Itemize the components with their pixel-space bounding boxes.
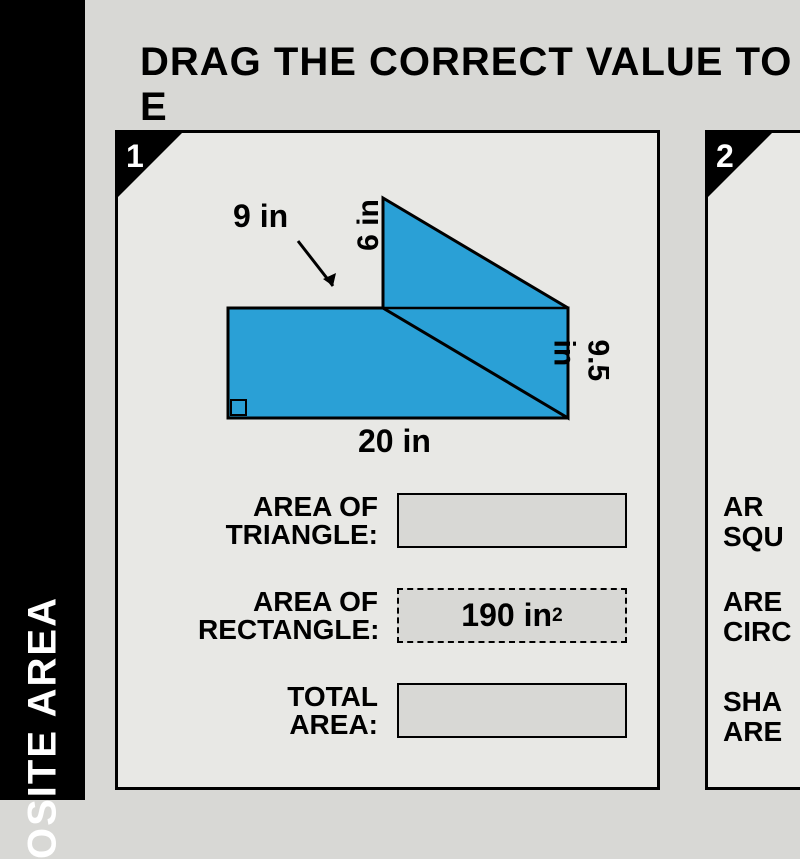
rectangle-value: 190 in [461,597,552,634]
instruction-text: DRAG THE CORRECT VALUE TO E [140,40,800,130]
row-triangle: AREA OF TRIANGLE: [198,488,627,553]
label-area-triangle: AREA OF TRIANGLE: [198,493,378,549]
dropzone-rectangle[interactable]: 190 in2 [397,588,627,643]
card-number-2: 2 [716,138,734,175]
composite-shape: 9 in 6 in 9.5 in 20 in [168,153,608,453]
problem-card-2: 2 AR SQU ARE CIRC SHA ARE [705,130,800,790]
card2-label-2b: CIRC [723,618,791,646]
dropzone-total[interactable] [397,683,627,738]
label-area-rectangle: AREA OF RECTANGLE: [198,588,378,644]
sidebar-title: OSITE AREA [20,596,65,859]
card2-label-1b: SQU [723,523,784,551]
card2-label-3b: ARE [723,718,782,746]
row-rectangle: AREA OF RECTANGLE: 190 in2 [198,583,627,648]
label-9in: 9 in [233,198,288,235]
dropzone-triangle[interactable] [397,493,627,548]
label-total-area: TOTAL AREA: [198,683,378,739]
card-number-1: 1 [126,138,144,175]
sidebar: OSITE AREA [0,0,85,800]
row-total: TOTAL AREA: [198,678,627,743]
label-6in: 6 in [352,199,386,251]
problem-card-1: 1 9 in 6 in 9.5 in 20 in AREA OF TRIANGL… [115,130,660,790]
rectangle-value-sup: 2 [552,605,563,627]
card2-label-2a: ARE [723,588,782,616]
card2-label-3a: SHA [723,688,782,716]
card2-label-1a: AR [723,493,763,521]
label-20in: 20 in [358,423,431,460]
label-9-5in: 9.5 in [547,340,615,395]
